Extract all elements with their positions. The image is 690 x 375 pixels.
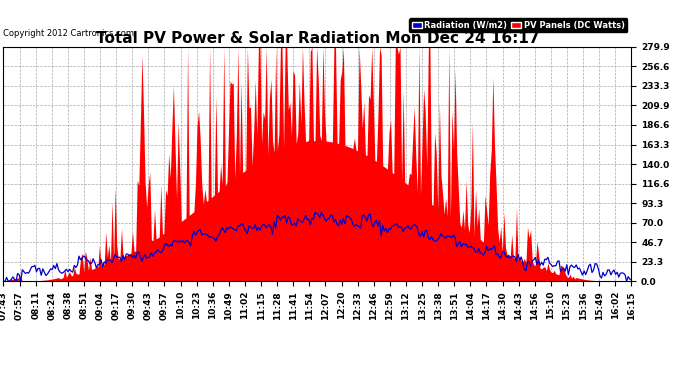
Legend: Radiation (W/m2), PV Panels (DC Watts): Radiation (W/m2), PV Panels (DC Watts) [409, 18, 627, 32]
Text: Copyright 2012 Cartronics.com: Copyright 2012 Cartronics.com [3, 28, 135, 38]
Title: Total PV Power & Solar Radiation Mon Dec 24 16:17: Total PV Power & Solar Radiation Mon Dec… [96, 31, 539, 46]
